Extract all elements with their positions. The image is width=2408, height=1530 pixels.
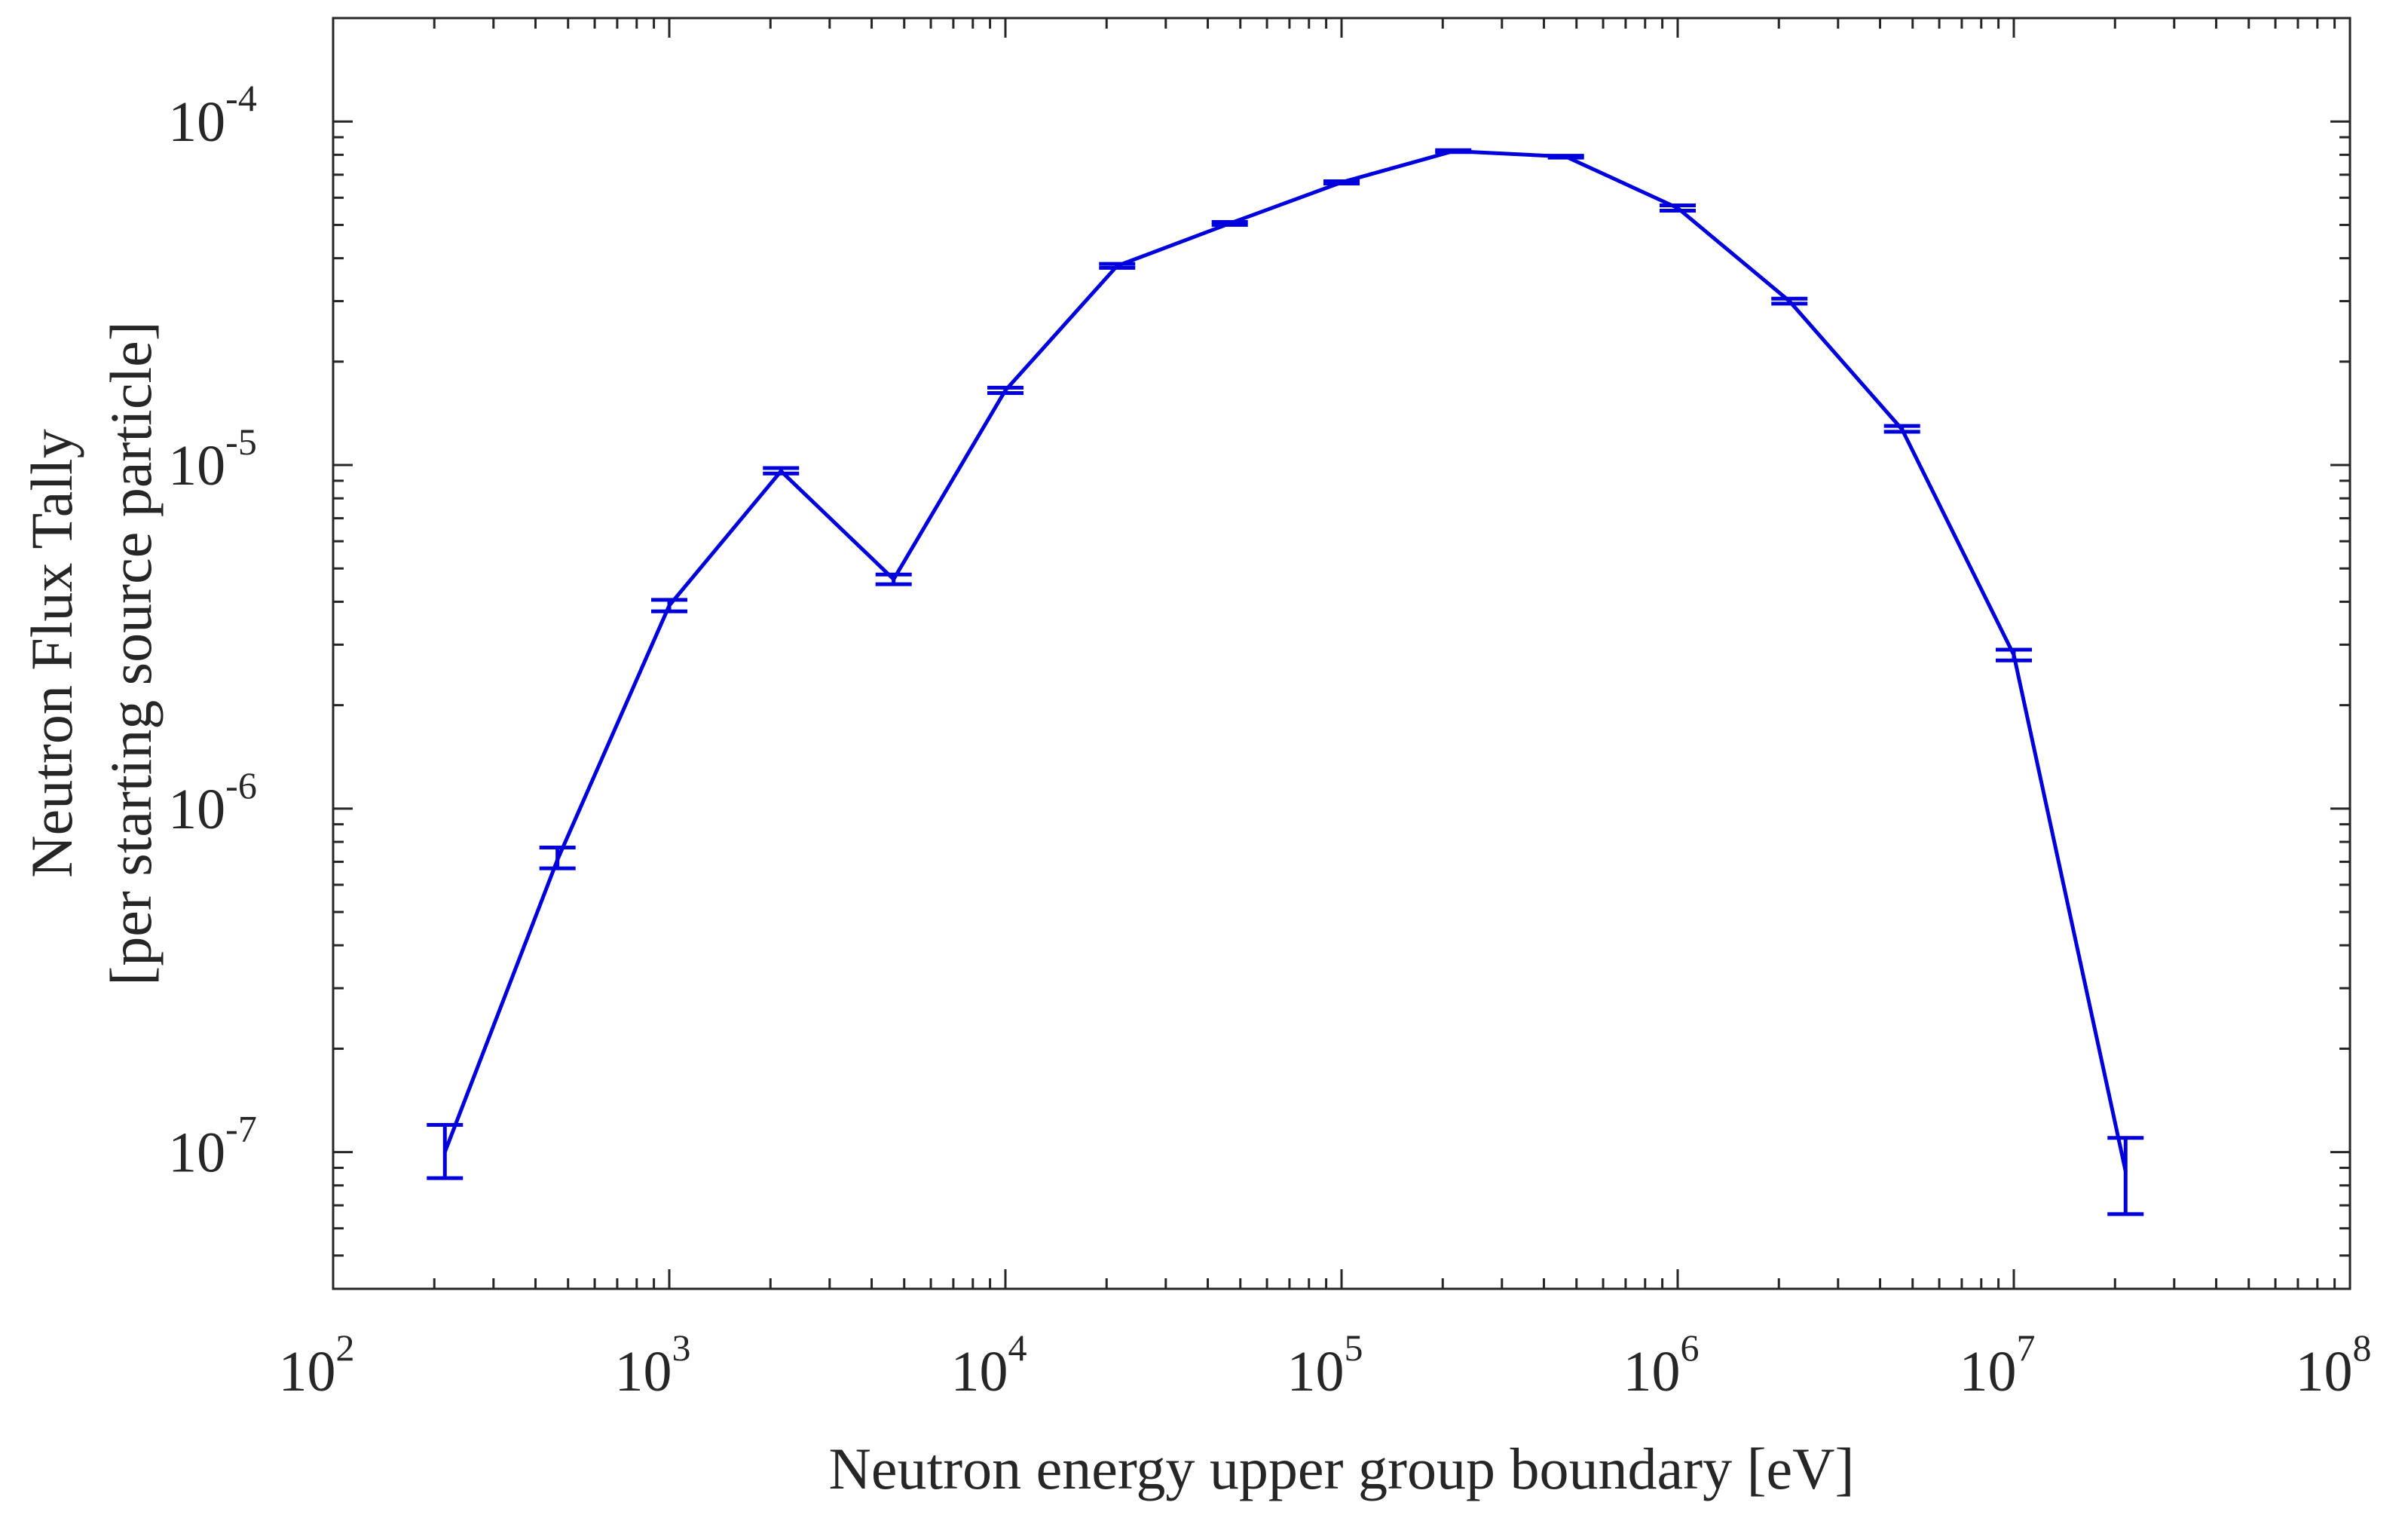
data-point — [1788, 300, 1791, 303]
error-bar — [2107, 1136, 2144, 1216]
error-bar — [763, 466, 800, 476]
series-line-segment — [1900, 427, 2016, 657]
data-point — [1901, 428, 1904, 431]
data-point — [2012, 653, 2015, 656]
y-axis-tick-labels: 10-7 10-6 10-5 10-4 — [168, 77, 257, 1184]
series-line-segment — [667, 469, 783, 607]
error-bar — [427, 1123, 464, 1180]
error-bar — [987, 385, 1023, 396]
y-tick-label: 10-7 — [168, 1108, 257, 1185]
data-point — [1228, 222, 1232, 225]
series-line-segment — [442, 858, 560, 1155]
error-bar — [1883, 424, 1920, 434]
error-bar — [1660, 203, 1696, 213]
error-bar — [875, 572, 912, 586]
y-axis-ticks — [333, 17, 2350, 1290]
error-bar — [539, 846, 576, 871]
x-tick-label: 106 — [1623, 1327, 1700, 1403]
x-axis-tick-labels: 102 103 104 105 106 107 108 — [279, 1327, 2372, 1403]
series-line-segment — [1787, 299, 1905, 432]
errorbar-layer — [427, 148, 2144, 1216]
x-tick-label: 102 — [279, 1327, 355, 1403]
data-point — [1676, 207, 1679, 210]
data-point — [892, 578, 895, 581]
x-axis-ticks — [332, 18, 2351, 1289]
data-point — [443, 1151, 446, 1154]
x-tick-label: 105 — [1287, 1327, 1363, 1403]
x-tick-label: 107 — [1960, 1327, 2036, 1403]
series-line-segment — [1115, 221, 1232, 268]
series-line-segment — [1228, 180, 1344, 225]
series-line-segment — [2012, 653, 2128, 1174]
error-bar — [1211, 220, 1248, 227]
series-line-segment — [779, 469, 896, 582]
series-line-segment — [1675, 206, 1791, 304]
error-bar — [1771, 296, 1808, 306]
data-point — [556, 858, 559, 861]
y-tick-label: 10-4 — [168, 77, 257, 154]
y-tick-label: 10-6 — [168, 764, 257, 841]
y-axis-title-line2: [per starting source particle] — [98, 321, 164, 985]
data-point — [1115, 265, 1118, 268]
x-tick-label: 103 — [615, 1327, 691, 1403]
data-point — [1452, 149, 1455, 152]
data-point — [1565, 155, 1568, 158]
series-line-segment — [1564, 155, 1680, 210]
error-bar — [1996, 647, 2032, 662]
data-point — [779, 470, 782, 473]
error-bar — [1323, 179, 1360, 185]
data-point — [1004, 389, 1007, 392]
series-line-segment — [1451, 148, 1568, 159]
y-tick-label: 10-5 — [168, 421, 257, 497]
series-layer — [442, 148, 2128, 1174]
x-tick-label: 108 — [2296, 1327, 2372, 1403]
series-line-segment — [555, 603, 672, 862]
x-axis-title: Neutron energy upper group boundary [eV] — [829, 1436, 1855, 1501]
error-bar — [1435, 148, 1472, 155]
series-line-segment — [892, 388, 1008, 582]
error-bar — [1547, 154, 1584, 160]
series-line-segment — [1339, 148, 1455, 185]
x-tick-label: 104 — [951, 1327, 1027, 1403]
error-bar — [651, 598, 687, 614]
error-bar — [1099, 262, 1136, 270]
data-point — [668, 604, 671, 607]
series-line-segment — [1003, 264, 1119, 393]
data-point — [1340, 181, 1343, 184]
y-axis-title-line1: Neutron Flux Tally — [19, 429, 84, 877]
data-point — [2124, 1170, 2127, 1173]
